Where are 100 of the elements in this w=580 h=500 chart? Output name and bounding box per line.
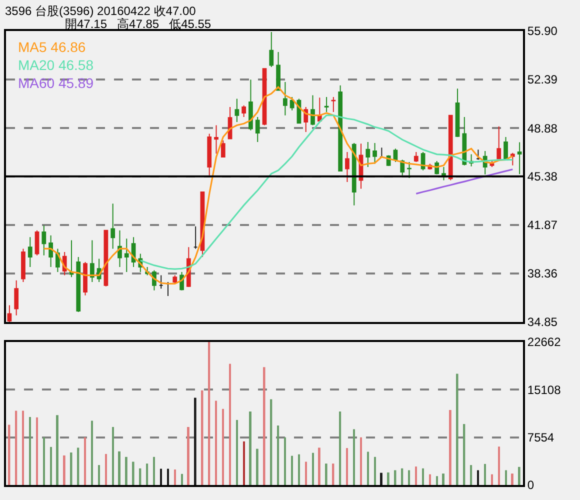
bar (215, 400, 217, 485)
candlestick (172, 274, 178, 284)
bar (63, 455, 66, 485)
bar (429, 474, 431, 485)
bar (91, 420, 93, 485)
candlestick (496, 126, 502, 160)
bar (181, 474, 183, 485)
candlestick (372, 142, 377, 164)
bar (187, 426, 190, 485)
bar (360, 437, 362, 485)
bar (449, 410, 452, 485)
chart-title: 3596 台股(3596) 20160422 收47.00 (5, 4, 196, 18)
bar (374, 456, 376, 485)
candlestick (517, 142, 522, 175)
y-tick-label: 15108 (527, 382, 562, 397)
candlestick (42, 224, 46, 256)
y-tick-label: 22662 (527, 335, 562, 350)
y-tick-label: 48.88 (527, 121, 558, 136)
candlestick (14, 280, 19, 316)
bar (256, 448, 258, 485)
bar (277, 426, 280, 485)
bar (194, 398, 196, 485)
candlestick (442, 166, 446, 181)
candlestick (414, 151, 418, 163)
bar (505, 470, 507, 485)
bar (50, 446, 52, 485)
bar (249, 411, 252, 485)
candlestick (310, 94, 315, 126)
line-series (140, 114, 514, 270)
bar (167, 468, 169, 485)
bar (229, 364, 231, 485)
bar (422, 468, 424, 485)
bar (470, 465, 472, 485)
candlestick (345, 151, 350, 182)
candlestick (76, 256, 81, 313)
bar (160, 468, 162, 485)
candlestick (269, 31, 274, 68)
bar (491, 474, 493, 485)
bar (236, 420, 238, 485)
bar (243, 441, 245, 485)
y-tick-label: 45.38 (527, 170, 558, 184)
bar (8, 424, 10, 485)
candlestick (255, 116, 260, 143)
candlestick (510, 152, 515, 166)
candlestick (193, 226, 198, 250)
bar (380, 472, 382, 485)
bar (43, 437, 45, 485)
candlestick (83, 262, 88, 296)
candlestick (476, 149, 480, 160)
candlestick (90, 240, 94, 283)
bar (332, 464, 334, 485)
candlestick (462, 116, 467, 166)
candlestick (407, 162, 412, 178)
bar (367, 452, 369, 485)
bar (436, 476, 438, 485)
candlestick (110, 203, 116, 250)
bar (518, 466, 520, 485)
line-series (415, 168, 514, 195)
bar (118, 451, 120, 485)
y-tick-label: 41.87 (527, 218, 558, 232)
bar (222, 408, 224, 485)
text: MA20 46.58 (18, 57, 94, 73)
bar (387, 472, 390, 485)
bar (312, 452, 314, 485)
bar (291, 456, 293, 485)
candlestick (504, 136, 508, 161)
candlestick (331, 96, 336, 113)
bar (201, 390, 204, 485)
bar (394, 470, 396, 485)
candlestick (352, 142, 356, 206)
y-tick-label: 52.39 (527, 72, 558, 87)
chart-subtitle: 開47.15 高47.85 低45.55 (65, 17, 212, 31)
bar (415, 466, 417, 485)
bar (98, 465, 100, 485)
candlestick (28, 236, 32, 268)
candlestick (34, 230, 40, 256)
candlestick (220, 140, 226, 158)
bar (77, 448, 80, 485)
bar (15, 410, 18, 485)
candlestick (317, 97, 322, 122)
y-tick-label: 38.36 (527, 266, 558, 281)
bar (146, 464, 148, 485)
bar (125, 456, 128, 485)
candlestick (242, 104, 246, 118)
candlestick (69, 240, 74, 278)
y-tick-label: 55.90 (527, 24, 558, 38)
candlestick (448, 114, 453, 181)
bar (263, 367, 266, 485)
bar (36, 417, 38, 485)
bar (22, 410, 24, 485)
bar (511, 474, 514, 485)
bar (29, 417, 31, 485)
candlestick (48, 234, 53, 268)
bar (408, 470, 410, 485)
candlestick (234, 98, 240, 122)
text: MA5 46.86 (18, 39, 86, 55)
bar (305, 462, 307, 485)
bar (298, 454, 300, 485)
bar (401, 468, 404, 485)
bar (139, 468, 142, 485)
